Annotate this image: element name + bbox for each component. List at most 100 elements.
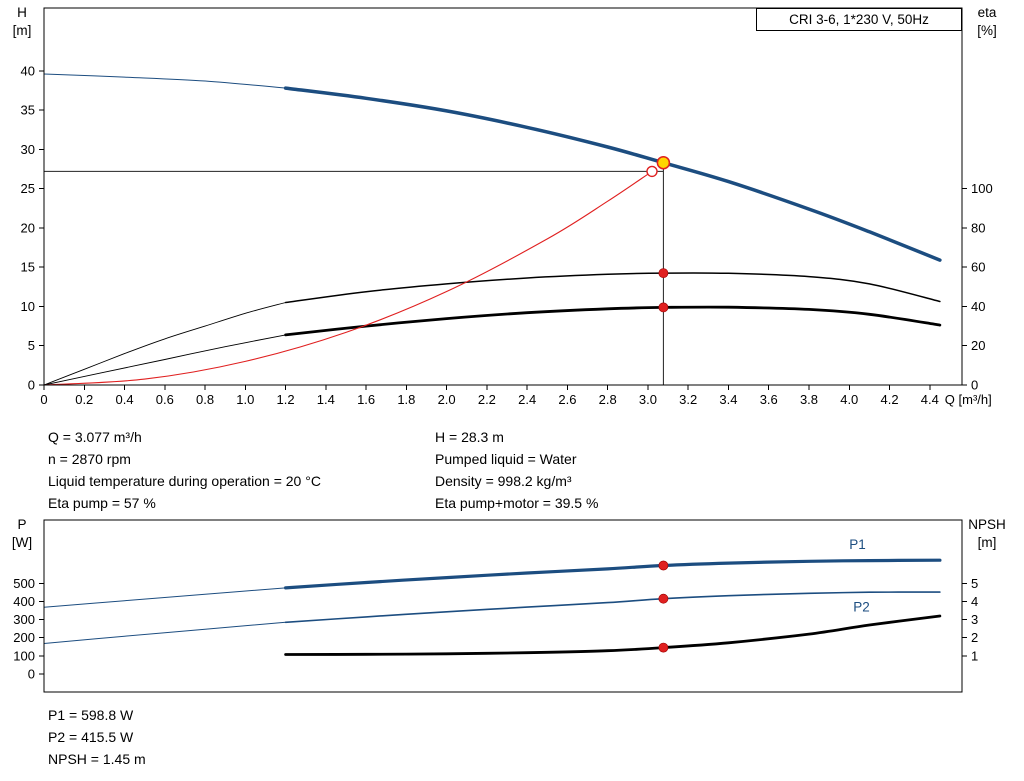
plot-frame [43,7,963,386]
svg-text:0.6: 0.6 [156,392,174,407]
svg-text:30: 30 [21,142,35,157]
system-curve [43,170,653,386]
svg-text:3.6: 3.6 [760,392,778,407]
p1-duty-dot [658,560,669,571]
eta-pump-duty-dot [658,268,669,278]
right-axis-name: eta [978,5,997,20]
qh-curve-extension [43,73,287,89]
svg-text:4: 4 [971,594,978,609]
duty-markers [646,155,671,313]
svg-text:1: 1 [971,648,978,663]
svg-text:40: 40 [21,63,35,78]
duty-guides [44,162,664,385]
duty-markers: P1 P2 [658,537,870,653]
curves [43,558,942,656]
plot-frame [43,519,963,693]
svg-text:1.6: 1.6 [357,392,375,407]
series-label-P2: P2 [853,599,870,614]
p1-curve [284,558,942,590]
info-flow: Q = 3.077 m³/h [48,429,142,445]
duty-info-right: H = 28.3 m Pumped liquid = Water Density… [435,426,598,514]
right-axis-name: NPSH [968,517,1006,532]
svg-text:0: 0 [40,392,47,407]
right-axis-unit: [m] [978,535,997,550]
series-label-P1: P1 [849,537,866,552]
svg-text:2.4: 2.4 [518,392,536,407]
qh-efficiency-chart: 0 0.2 0.4 0.6 0.8 1.0 1.2 1.4 1.6 1.8 2.0 2.2 2.4 2.6… [13,5,997,407]
svg-text:1.2: 1.2 [277,392,295,407]
pump-model-box: CRI 3-6, 1*230 V, 50Hz [756,8,962,31]
svg-text:100: 100 [971,181,993,196]
svg-text:2.2: 2.2 [478,392,496,407]
svg-text:0: 0 [28,666,35,681]
info-eta-pump: Eta pump = 57 % [48,495,156,511]
requested-duty-point [646,165,658,178]
svg-text:2: 2 [971,630,978,645]
svg-text:1.4: 1.4 [317,392,335,407]
svg-text:0: 0 [28,378,35,393]
svg-text:3: 3 [971,612,978,627]
svg-text:2.6: 2.6 [558,392,576,407]
duty-info-left: Q = 3.077 m³/h n = 2870 rpm Liquid tempe… [48,426,321,514]
svg-text:400: 400 [13,594,35,609]
p2-duty-dot [658,593,669,604]
svg-text:3.4: 3.4 [719,392,737,407]
svg-text:5: 5 [971,576,978,591]
svg-text:100: 100 [13,648,35,663]
svg-text:2.0: 2.0 [438,392,456,407]
svg-text:40: 40 [971,299,985,314]
svg-text:5: 5 [28,338,35,353]
svg-text:60: 60 [971,260,985,275]
svg-text:3.8: 3.8 [800,392,818,407]
svg-text:0.4: 0.4 [115,392,133,407]
info-density: Density = 998.2 kg/m³ [435,473,572,489]
eta-pump-extension [43,302,287,386]
duty-point[interactable] [656,155,671,170]
svg-text:80: 80 [971,220,985,235]
left-axis-unit: [W] [12,535,32,550]
npsh-duty-dot [658,642,669,653]
left-axis-name: H [17,5,27,20]
svg-text:35: 35 [21,103,35,118]
info-eta-pump-motor: Eta pump+motor = 39.5 % [435,495,599,511]
left-axis-name: P [17,517,26,532]
eta-pump-motor-curve [284,305,942,337]
qh-curve [283,86,942,262]
info-p1: P1 = 598.8 W [48,707,134,723]
svg-text:200: 200 [13,630,35,645]
svg-text:2.8: 2.8 [599,392,617,407]
eta-pump-motor-duty-dot [658,302,669,313]
right-axis-unit: [%] [977,23,997,38]
svg-text:4.0: 4.0 [840,392,858,407]
power-npsh-chart: 0 100 200 300 400 500 1 2 3 4 5 P [W] NPSH [m] P1 P2 [12,517,1006,693]
info-head: H = 28.3 m [435,429,504,445]
curves [43,73,942,386]
svg-text:500: 500 [13,576,35,591]
svg-text:300: 300 [13,612,35,627]
svg-text:4.2: 4.2 [880,392,898,407]
svg-text:3.0: 3.0 [639,392,657,407]
svg-text:25: 25 [21,181,35,196]
info-pumped-liquid: Pumped liquid = Water [435,451,577,467]
svg-text:0.8: 0.8 [196,392,214,407]
axes: 0 0.2 0.4 0.6 0.8 1.0 1.2 1.4 1.6 1.8 2.0 2.2 2.4 2.6… [13,5,997,407]
power-npsh-values: P1 = 598.8 W P2 = 415.5 W NPSH = 1.45 m [48,704,146,770]
svg-text:1.8: 1.8 [397,392,415,407]
npsh-curve [284,614,942,656]
svg-text:0: 0 [971,378,978,393]
axes: 0 100 200 300 400 500 1 2 3 4 5 P [W] NPSH [m] [12,517,1006,693]
x-axis-label: Q [m³/h] [945,392,992,407]
svg-text:1.0: 1.0 [236,392,254,407]
svg-text:3.2: 3.2 [679,392,697,407]
svg-text:20: 20 [971,338,985,353]
svg-text:4.4: 4.4 [921,392,939,407]
svg-text:20: 20 [21,220,35,235]
eta-pump-motor-extension [43,334,287,386]
svg-text:10: 10 [21,299,35,314]
info-liquid-temperature: Liquid temperature during operation = 20… [48,473,321,489]
info-p2: P2 = 415.5 W [48,729,134,745]
p2-extension [43,621,287,644]
svg-text:0.2: 0.2 [75,392,93,407]
info-npsh: NPSH = 1.45 m [48,751,146,767]
